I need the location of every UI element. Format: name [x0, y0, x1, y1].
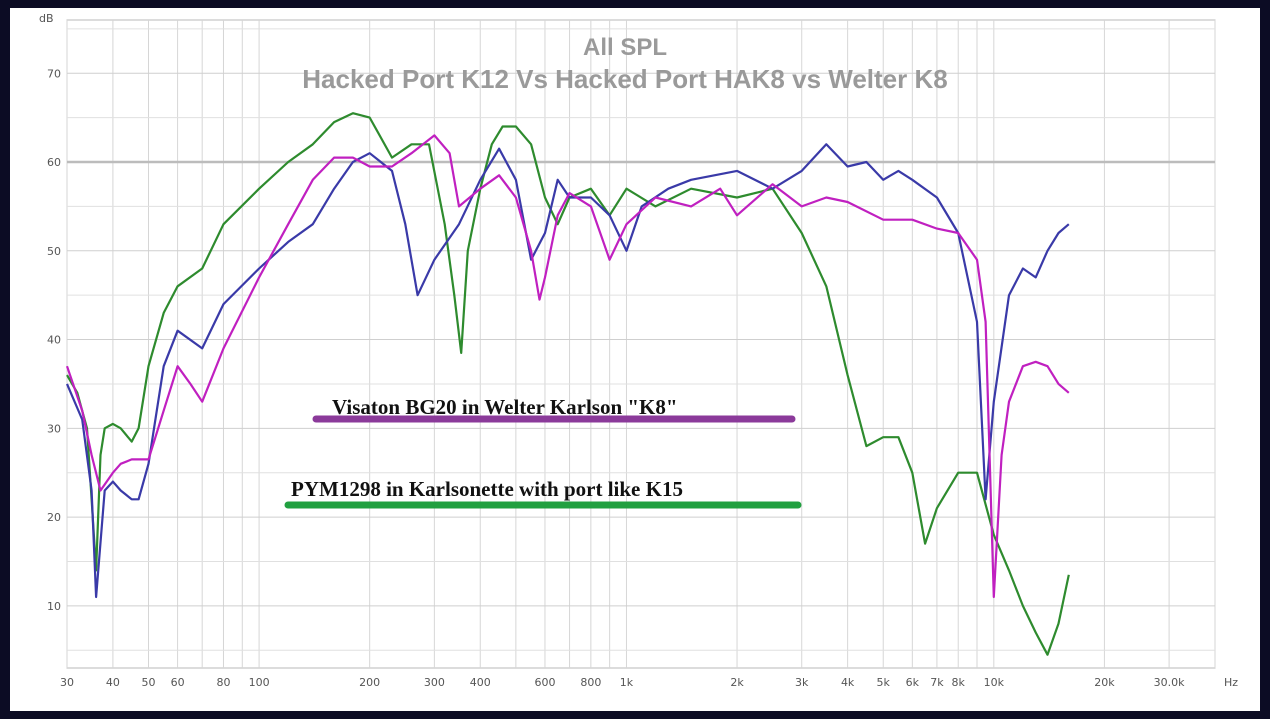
x-tick-label: 200 [359, 676, 380, 689]
y-tick-label: 10 [47, 600, 61, 613]
x-tick-label: 4k [841, 676, 855, 689]
grid [66, 20, 1216, 668]
x-tick-label: 60 [171, 676, 185, 689]
x-tick-label: 400 [470, 676, 491, 689]
x-tick-label: 1k [620, 676, 634, 689]
y-tick-label: 60 [47, 156, 61, 169]
x-tick-label: 2k [730, 676, 744, 689]
x-tick-label: 8k [952, 676, 966, 689]
y-tick-label: 30 [47, 422, 61, 435]
chart-subtitle: Hacked Port K12 Vs Hacked Port HAK8 vs W… [302, 64, 947, 94]
x-tick-label: 5k [877, 676, 891, 689]
x-tick-label: 30.0k [1154, 676, 1185, 689]
annotations: Visaton BG20 in Welter Karlson "K8" PYM12… [284, 395, 802, 509]
series-line-3 [65, 134, 1070, 599]
y-tick-label: 20 [47, 511, 61, 524]
annotation-label: Visaton BG20 in Welter Karlson "K8" [332, 395, 678, 419]
x-tick-label: 7k [930, 676, 944, 689]
x-tick-label: 100 [249, 676, 270, 689]
y-tick-label: 50 [47, 245, 61, 258]
axes: 10 20 30 40 50 60 70 30 40 50 60 80 100 200 300 400 600 8… [47, 67, 1238, 689]
plot-area [66, 19, 1216, 669]
y-tick-label: 40 [47, 334, 61, 347]
y-tick-label: 70 [47, 67, 61, 80]
chart-frame: 10 20 30 40 50 60 70 30 40 50 60 80 100 200 300 400 600 8… [10, 8, 1260, 711]
x-tick-label: 800 [580, 676, 601, 689]
x-tick-label: 3k [795, 676, 809, 689]
x-tick-label: 10k [984, 676, 1005, 689]
annotation-label: PYM1298 in Karlsonette with port like K1… [291, 477, 683, 501]
x-tick-label: 6k [906, 676, 920, 689]
x-tick-label: 300 [424, 676, 445, 689]
x-unit-label: Hz [1224, 676, 1238, 689]
x-tick-label: 30 [60, 676, 74, 689]
spl-chart: 10 20 30 40 50 60 70 30 40 50 60 80 100 200 300 400 600 8… [39, 12, 1238, 689]
x-tick-label: 20k [1094, 676, 1115, 689]
x-tick-label: 80 [216, 676, 230, 689]
x-tick-label: 40 [106, 676, 120, 689]
x-tick-label: 50 [141, 676, 155, 689]
x-tick-label: 600 [534, 676, 555, 689]
series-line-2 [65, 143, 1070, 599]
chart-title: All SPL [583, 34, 667, 61]
series-group [65, 112, 1070, 656]
y-unit-label: dB [39, 12, 54, 25]
series-line-1 [66, 112, 1070, 656]
